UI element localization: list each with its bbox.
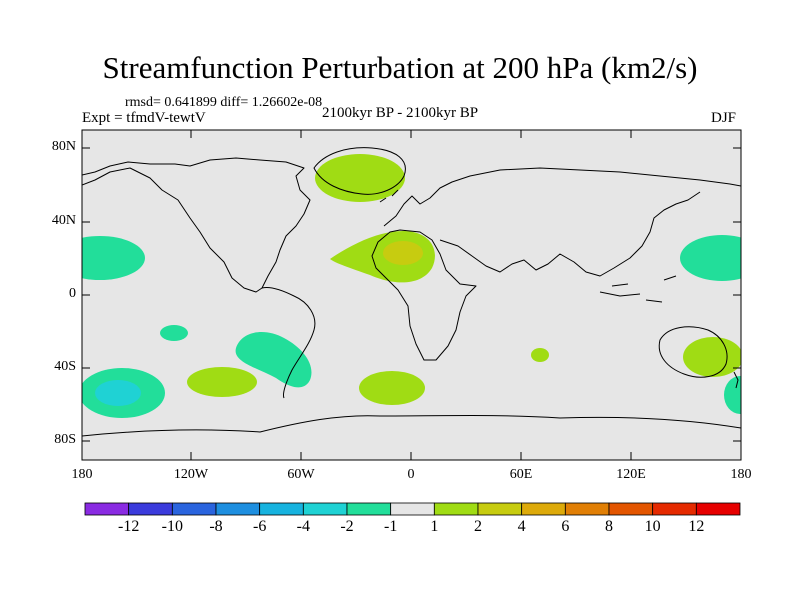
season-label: DJF <box>711 110 737 126</box>
coast-new-zealand <box>733 371 739 389</box>
colorbar-label: -4 <box>296 518 310 535</box>
colorbar-swatch <box>215 502 261 516</box>
colorbar-label: 8 <box>605 518 613 535</box>
coast-africa <box>371 229 477 361</box>
lat-label-40n: 40N <box>51 213 76 228</box>
map-background <box>82 130 741 460</box>
lon-label-60e: 60E <box>509 467 533 482</box>
colorbar-label: -2 <box>340 518 354 535</box>
coast-british-isles <box>379 189 399 203</box>
colorbar-swatch <box>652 502 697 516</box>
colorbar-swatch <box>608 502 654 516</box>
coast-greenland <box>313 147 406 195</box>
period-label: 2100kyr BP - 2100kyr BP <box>322 105 479 121</box>
chart-title: Streamfunction Perturbation at 200 hPa (… <box>102 50 698 85</box>
contour-south-pacific-small <box>160 325 188 341</box>
contour-north-pacific-west <box>680 235 741 281</box>
colorbar-label: -10 <box>161 518 183 535</box>
colorbar-swatch <box>84 502 130 516</box>
colorbar-label: -1 <box>383 518 398 535</box>
coast-eurasia-north <box>383 167 741 227</box>
stats-text: rmsd= 0.641899 diff= 1.26602e-08 <box>125 95 323 110</box>
coast-antarctica <box>82 415 741 437</box>
coastlines <box>82 147 741 437</box>
colorbar-swatch <box>390 502 435 516</box>
colorbar <box>84 502 741 516</box>
contour-south-america <box>235 332 312 388</box>
lon-ticks <box>190 130 632 460</box>
colorbar-swatch <box>477 502 523 516</box>
colorbar-swatch <box>302 502 348 516</box>
contour-south-pacific-core <box>95 380 141 406</box>
coast-north-america <box>82 157 311 293</box>
colorbar-label: -8 <box>209 518 223 535</box>
contour-south-pacific-east <box>724 376 741 414</box>
colorbar-swatch <box>128 502 173 516</box>
experiment-label: Expt = tfmdV-tewtV <box>82 110 206 126</box>
colorbar-label: -12 <box>117 518 140 535</box>
contour-north-pacific-east <box>82 236 145 280</box>
colorbar-swatch <box>171 502 217 516</box>
lon-label-180e: 180 <box>730 467 752 482</box>
colorbar-label: 4 <box>517 518 526 535</box>
lat-label-80s: 80S <box>54 432 76 447</box>
colorbar-swatch <box>695 502 741 516</box>
colorbar-label: 2 <box>474 518 482 535</box>
lat-label-80n: 80N <box>51 139 76 154</box>
contour-greenland <box>315 154 405 202</box>
colorbar-label: -6 <box>252 518 267 535</box>
colorbar-label: 12 <box>688 518 705 535</box>
colorbar-swatch <box>346 502 392 516</box>
lat-label-40s: 40S <box>54 359 76 374</box>
contour-north-africa-core <box>383 241 423 265</box>
contour-australia <box>683 337 741 377</box>
coast-south-america <box>261 287 316 399</box>
contour-south-pacific-lime <box>187 367 257 397</box>
colorbar-swatch <box>259 502 304 516</box>
coast-indonesia <box>599 275 677 303</box>
lon-label-60w: 60W <box>287 467 315 482</box>
lon-label-0: 0 <box>407 467 415 482</box>
coast-australia <box>658 326 728 378</box>
colorbar-label: 1 <box>430 518 439 535</box>
colorbar-label: 10 <box>644 518 661 535</box>
coast-asia-south <box>439 191 701 277</box>
lon-label-120w: 120W <box>173 467 209 482</box>
contour-indian-ocean <box>531 348 549 362</box>
lat-ticks <box>82 147 741 442</box>
contour-fills <box>82 154 741 418</box>
colorbar-swatch <box>564 502 610 516</box>
colorbar-label: 6 <box>561 518 570 535</box>
lon-label-120e: 120E <box>616 467 646 482</box>
colorbar-swatch <box>433 502 479 516</box>
contour-south-atlantic <box>359 371 425 405</box>
lon-label-180w: 180 <box>71 467 93 482</box>
lat-label-0: 0 <box>69 286 76 301</box>
colorbar-swatch <box>521 502 566 516</box>
